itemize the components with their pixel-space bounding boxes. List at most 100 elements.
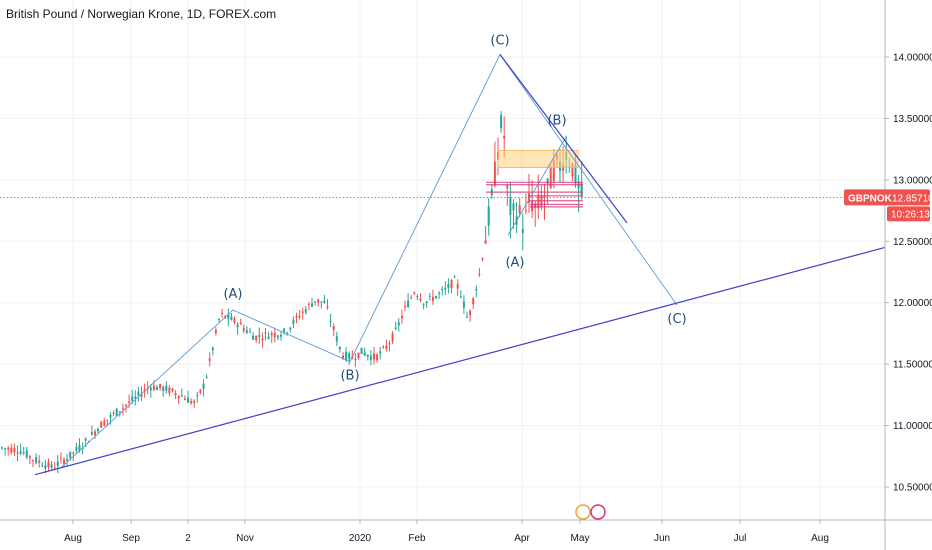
candle [444, 280, 447, 296]
price-label-0: 14.00000 [893, 53, 932, 64]
candle [335, 331, 338, 347]
time-label-6: Apr [514, 533, 530, 544]
candle [481, 257, 484, 262]
countdown-value: 10:26:13 [891, 209, 930, 220]
candle [419, 293, 422, 302]
candle [521, 213, 524, 251]
candle [360, 347, 363, 355]
candle [162, 385, 165, 397]
candle [298, 309, 301, 320]
candle [53, 461, 56, 469]
candle [214, 327, 217, 336]
price-label-3: 12.50000 [893, 237, 932, 248]
candle [301, 307, 304, 320]
candle [180, 388, 183, 398]
candle [447, 278, 450, 294]
candle [515, 202, 518, 234]
candle [171, 387, 174, 393]
time-label-2: 2 [185, 533, 191, 544]
wave-label-5: (C) [667, 312, 686, 327]
candle [329, 313, 332, 327]
candle [338, 346, 341, 353]
candle [208, 352, 211, 367]
price-label-6: 11.00000 [893, 421, 932, 432]
candle [174, 390, 177, 400]
candle [490, 184, 493, 199]
candle [357, 352, 360, 360]
candle [56, 454, 59, 474]
trendline-0 [34, 246, 886, 476]
candle [94, 429, 96, 439]
candle [273, 327, 276, 343]
candle [580, 160, 583, 200]
candle [450, 279, 453, 294]
candle [252, 332, 255, 340]
candle [478, 268, 481, 278]
candle [435, 295, 437, 300]
candle [453, 274, 456, 278]
candle [373, 346, 375, 365]
candle [1, 446, 3, 450]
time-label-1: Sep [122, 533, 140, 544]
price-tag [844, 189, 930, 206]
candle [289, 326, 292, 333]
candle [131, 389, 134, 405]
wave-line-main [59, 53, 678, 469]
candle [462, 295, 465, 314]
candle [35, 453, 38, 465]
candle [363, 347, 366, 357]
candle [137, 386, 140, 402]
candle [317, 298, 320, 307]
candle [50, 460, 53, 472]
candle [168, 385, 171, 397]
candle [422, 303, 425, 310]
candle [193, 399, 196, 408]
candle [38, 455, 41, 468]
candle [211, 346, 214, 356]
candle [531, 180, 534, 219]
candle [19, 443, 22, 456]
time-label-10: Aug [811, 533, 829, 544]
candle [484, 225, 487, 244]
candle [304, 306, 307, 315]
candle [428, 292, 431, 301]
candle [456, 279, 459, 296]
candle [307, 302, 310, 311]
wave-label-0: (A) [223, 287, 242, 302]
candle [44, 459, 47, 474]
candle [493, 141, 496, 188]
trendline-1 [499, 54, 628, 224]
candle [90, 425, 93, 436]
candle [47, 458, 50, 472]
candle [264, 327, 267, 341]
candle [233, 316, 236, 325]
candle [537, 174, 540, 219]
candle [326, 299, 329, 310]
candle [348, 351, 351, 365]
candle [280, 331, 282, 341]
candle [407, 292, 410, 308]
candle [379, 346, 382, 360]
candle [183, 395, 186, 401]
price-label-5: 11.50000 [893, 360, 932, 371]
price-label-1: 13.50000 [893, 114, 932, 125]
candle [397, 318, 400, 332]
candle [500, 110, 503, 133]
candle [425, 300, 428, 308]
candle [487, 197, 490, 236]
candle [413, 291, 416, 296]
candle [475, 285, 478, 298]
price-label-2: 13.00000 [893, 175, 932, 186]
candle [227, 308, 230, 327]
candle [97, 427, 100, 434]
candle [242, 324, 245, 334]
candle [369, 350, 372, 366]
candle [230, 313, 233, 321]
candle [441, 286, 444, 296]
wave-label-4: (B) [547, 113, 566, 128]
candle [112, 410, 115, 417]
candle [512, 199, 515, 229]
time-label-5: Feb [408, 533, 426, 544]
candle [438, 291, 441, 299]
